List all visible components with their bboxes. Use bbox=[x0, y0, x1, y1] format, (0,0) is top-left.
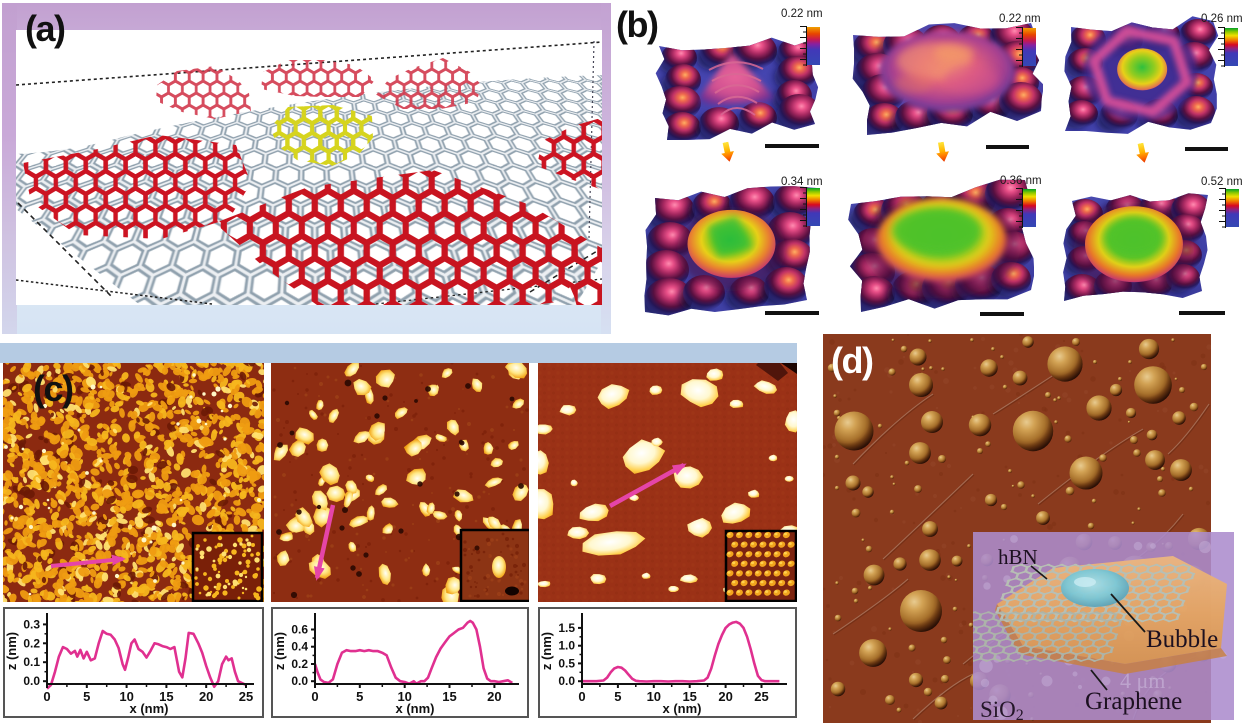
svg-text:0.2: 0.2 bbox=[23, 636, 40, 650]
svg-text:0: 0 bbox=[311, 689, 318, 704]
svg-text:0.4: 0.4 bbox=[291, 640, 308, 654]
svg-text:25: 25 bbox=[754, 689, 768, 704]
svg-text:10: 10 bbox=[397, 689, 411, 704]
svg-text:5: 5 bbox=[614, 689, 621, 704]
svg-text:10: 10 bbox=[647, 689, 661, 704]
svg-text:0.0: 0.0 bbox=[291, 674, 308, 688]
svg-text:z (nm): z (nm) bbox=[272, 632, 287, 670]
svg-text:20: 20 bbox=[718, 689, 732, 704]
svg-text:x (nm): x (nm) bbox=[396, 701, 435, 716]
svg-text:0.2: 0.2 bbox=[291, 657, 308, 671]
svg-text:1.5: 1.5 bbox=[558, 621, 575, 635]
svg-text:5: 5 bbox=[83, 689, 90, 704]
svg-text:z (nm): z (nm) bbox=[4, 632, 19, 670]
svg-text:0.1: 0.1 bbox=[23, 655, 40, 669]
svg-text:15: 15 bbox=[442, 689, 456, 704]
svg-text:10: 10 bbox=[119, 689, 133, 704]
svg-text:15: 15 bbox=[159, 689, 173, 704]
svg-text:z (nm): z (nm) bbox=[539, 632, 554, 670]
svg-text:0.5: 0.5 bbox=[558, 656, 575, 670]
svg-text:0.0: 0.0 bbox=[558, 674, 575, 688]
svg-text:1.0: 1.0 bbox=[558, 639, 575, 653]
svg-text:20: 20 bbox=[487, 689, 501, 704]
svg-text:0.0: 0.0 bbox=[23, 674, 40, 688]
svg-text:25: 25 bbox=[239, 689, 253, 704]
svg-text:x (nm): x (nm) bbox=[663, 701, 702, 716]
svg-text:20: 20 bbox=[199, 689, 213, 704]
svg-text:0.3: 0.3 bbox=[23, 617, 40, 631]
svg-text:0: 0 bbox=[43, 689, 50, 704]
svg-text:x (nm): x (nm) bbox=[130, 701, 169, 716]
svg-text:5: 5 bbox=[356, 689, 363, 704]
svg-text:0: 0 bbox=[578, 689, 585, 704]
svg-text:0.6: 0.6 bbox=[291, 623, 308, 637]
svg-text:15: 15 bbox=[682, 689, 696, 704]
